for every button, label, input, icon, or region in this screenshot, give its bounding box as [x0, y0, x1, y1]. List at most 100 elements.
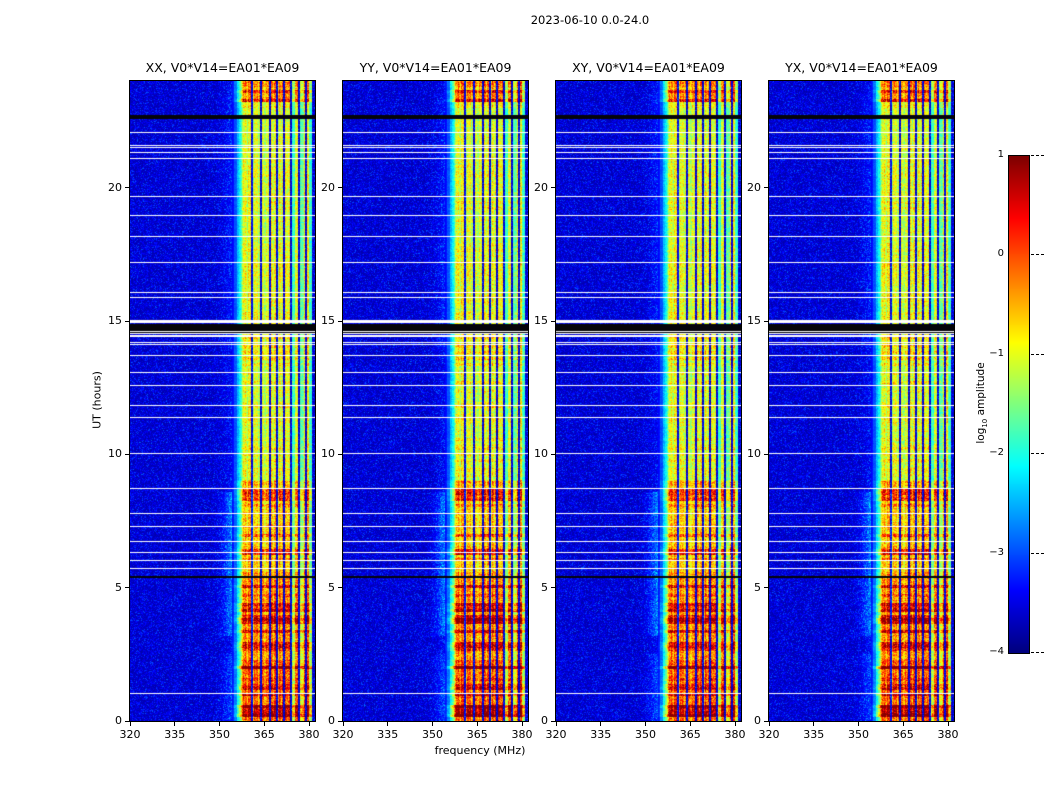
y-axis-label: UT (hours) — [90, 371, 104, 429]
x-tick-label: 335 — [590, 728, 612, 741]
x-axis-label: frequency (MHz) — [434, 744, 526, 757]
x-tick-mark — [174, 722, 176, 726]
y-tick-mark — [764, 187, 768, 189]
colorbar — [1008, 155, 1030, 654]
panel-XY: XY, V0*V14=EA01*EA09 320 335 350 365 380 0 5 10… — [534, 60, 746, 741]
x-tick-mark — [645, 722, 647, 726]
colorbar-label-text: amplitude — [974, 362, 987, 419]
y-tick-mark — [338, 187, 342, 189]
y-tick-mark — [338, 587, 342, 589]
x-tick-label: 380 — [724, 728, 746, 741]
colorbar-label: log10 amplitude — [975, 362, 989, 443]
x-tick-mark — [476, 722, 478, 726]
spectrogram-YY — [343, 81, 528, 721]
y-tick-label: 15 — [534, 314, 548, 327]
y-tick-label: 15 — [108, 314, 122, 327]
x-tick-mark — [555, 722, 557, 726]
panel-XX: XX, V0*V14=EA01*EA09 320 335 350 365 380 0 5 10… — [108, 60, 320, 741]
y-tick-mark — [551, 187, 555, 189]
y-tick-label: 5 — [541, 580, 548, 594]
x-tick-mark — [813, 722, 815, 726]
x-tick-mark — [129, 722, 131, 726]
y-tick-mark — [125, 587, 129, 589]
y-tick-label: 20 — [534, 180, 548, 194]
panel-title-XY: XY, V0*V14=EA01*EA09 — [572, 60, 725, 75]
x-tick-mark — [768, 722, 770, 726]
x-tick-label: 350 — [848, 728, 870, 741]
x-tick-label: 350 — [422, 728, 444, 741]
y-tick-mark — [338, 453, 342, 455]
y-tick-label: 15 — [747, 314, 761, 327]
colorbar-label-text: log — [974, 427, 987, 444]
x-tick-mark — [387, 722, 389, 726]
x-tick-mark — [263, 722, 265, 726]
y-tick-label: 15 — [321, 314, 335, 327]
x-tick-mark — [689, 722, 691, 726]
x-tick-mark — [858, 722, 860, 726]
y-tick-label: 0 — [754, 714, 761, 727]
y-tick-mark — [125, 320, 129, 322]
y-tick-mark — [125, 720, 129, 722]
x-tick-label: 320 — [119, 728, 141, 741]
y-tick-mark — [764, 587, 768, 589]
panel-title-YX: YX, V0*V14=EA01*EA09 — [785, 60, 938, 75]
y-tick-label: 10 — [747, 447, 761, 461]
x-tick-mark — [219, 722, 221, 726]
panel-title-YY: YY, V0*V14=EA01*EA09 — [359, 60, 512, 75]
y-tick-mark — [551, 453, 555, 455]
y-tick-label: 10 — [534, 447, 548, 461]
y-tick-label: 5 — [328, 580, 335, 594]
colorbar-tick-label: −4 — [989, 646, 1004, 657]
colorbar-gradient — [1009, 156, 1029, 653]
x-tick-label: 380 — [298, 728, 320, 741]
x-tick-label: 365 — [253, 728, 275, 741]
x-tick-mark — [600, 722, 602, 726]
y-tick-label: 20 — [321, 180, 335, 194]
colorbar-tick-label: 1 — [997, 149, 1004, 160]
x-tick-label: 350 — [635, 728, 657, 741]
colorbar-tick-mark — [1031, 155, 1044, 156]
x-tick-label: 350 — [209, 728, 231, 741]
colorbar-tick-label: −3 — [989, 546, 1004, 558]
y-tick-label: 5 — [754, 580, 761, 594]
y-tick-mark — [764, 453, 768, 455]
panel-YY: YY, V0*V14=EA01*EA09 320 335 350 365 380 0 5 10… — [321, 60, 533, 741]
y-tick-label: 5 — [115, 580, 122, 594]
colorbar-tick-mark — [1031, 353, 1044, 355]
y-tick-mark — [551, 320, 555, 322]
x-tick-label: 365 — [892, 728, 914, 741]
x-tick-label: 320 — [545, 728, 567, 741]
x-tick-mark — [734, 722, 736, 726]
x-tick-label: 320 — [758, 728, 780, 741]
x-tick-label: 320 — [332, 728, 354, 741]
x-tick-label: 335 — [803, 728, 825, 741]
y-tick-mark — [125, 453, 129, 455]
x-tick-mark — [308, 722, 310, 726]
x-tick-mark — [521, 722, 523, 726]
y-tick-label: 20 — [747, 180, 761, 194]
x-tick-label: 335 — [164, 728, 186, 741]
x-tick-label: 380 — [511, 728, 533, 741]
x-tick-mark — [902, 722, 904, 726]
panel-YX: YX, V0*V14=EA01*EA09 320 335 350 365 380 0 5 10… — [747, 60, 959, 741]
spectrogram-XX — [130, 81, 315, 721]
y-tick-label: 20 — [108, 180, 122, 194]
x-tick-mark — [432, 722, 434, 726]
y-tick-mark — [338, 320, 342, 322]
x-tick-label: 380 — [937, 728, 959, 741]
y-tick-mark — [338, 720, 342, 722]
spectrogram-XY — [556, 81, 741, 721]
colorbar-label-subscript: 10 — [981, 418, 990, 428]
colorbar-tick-label: 0 — [997, 248, 1004, 260]
y-tick-mark — [764, 320, 768, 322]
spectrogram-YX — [769, 81, 954, 721]
colorbar-tick-label: −2 — [989, 447, 1004, 459]
panel-title-XX: XX, V0*V14=EA01*EA09 — [145, 60, 300, 75]
x-tick-label: 335 — [377, 728, 399, 741]
y-tick-mark — [125, 187, 129, 189]
y-tick-label: 0 — [115, 714, 122, 727]
colorbar-tick-mark — [1031, 652, 1044, 653]
y-tick-label: 10 — [321, 447, 335, 461]
y-tick-mark — [551, 587, 555, 589]
